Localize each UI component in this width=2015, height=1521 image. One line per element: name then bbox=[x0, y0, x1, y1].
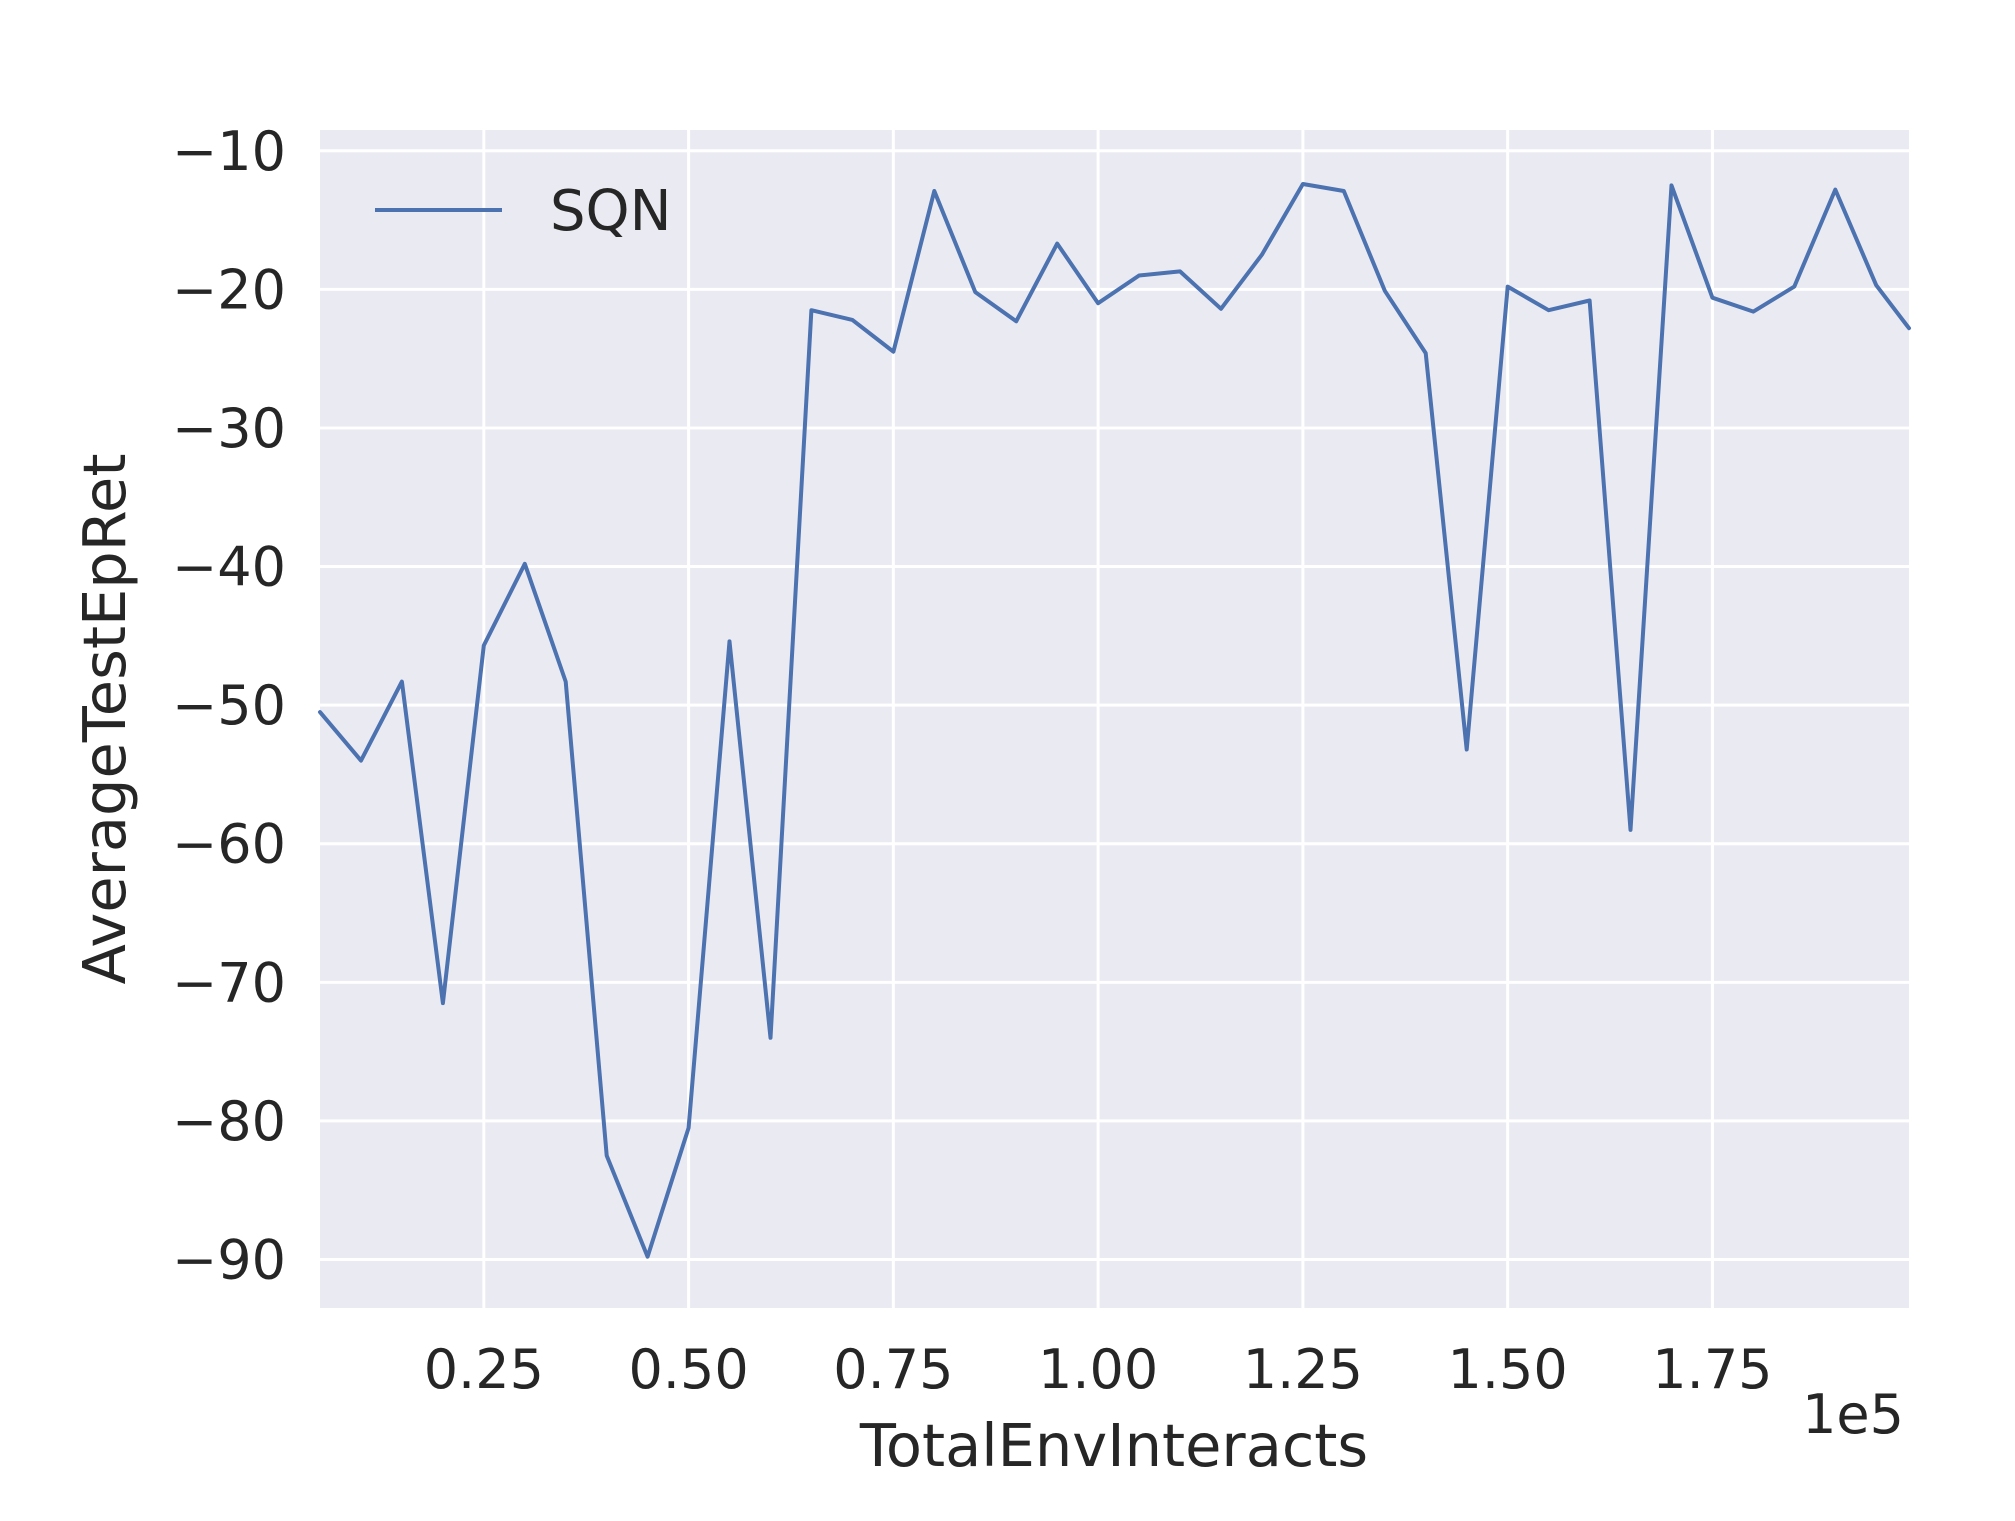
x-tick-label: 0.50 bbox=[628, 1338, 748, 1401]
x-gridlines bbox=[482, 130, 1714, 1308]
y-tick-label: −80 bbox=[172, 1090, 286, 1153]
x-tick-labels: 0.25 0.50 0.75 1.00 1.25 1.50 1.75 bbox=[424, 1338, 1773, 1401]
x-axis-offset-label: 1e5 bbox=[1802, 1383, 1904, 1446]
x-tick-label: 1.50 bbox=[1448, 1338, 1568, 1401]
y-tick-labels: −10 −20 −30 −40 −50 −60 −70 −80 −90 bbox=[172, 120, 286, 1292]
plot-area-background bbox=[320, 130, 1909, 1308]
y-tick-label: −40 bbox=[172, 536, 286, 599]
y-tick-label: −60 bbox=[172, 813, 286, 876]
y-axis-label: AverageTestEpRet bbox=[70, 454, 139, 985]
legend-label-sqn: SQN bbox=[550, 179, 672, 244]
legend: SQN bbox=[375, 179, 672, 244]
y-tick-label: −50 bbox=[172, 674, 286, 737]
x-tick-label: 0.25 bbox=[424, 1338, 544, 1401]
x-axis-label: TotalEnvInteracts bbox=[859, 1411, 1368, 1480]
x-tick-label: 1.00 bbox=[1038, 1338, 1158, 1401]
x-tick-label: 1.25 bbox=[1243, 1338, 1363, 1401]
y-tick-label: −70 bbox=[172, 951, 286, 1014]
x-tick-label: 1.75 bbox=[1652, 1338, 1772, 1401]
y-tick-label: −30 bbox=[172, 397, 286, 460]
series-sqn-line bbox=[318, 182, 1911, 1259]
y-tick-label: −90 bbox=[172, 1228, 286, 1291]
y-tick-label: −10 bbox=[172, 120, 286, 183]
y-tick-label: −20 bbox=[172, 258, 286, 321]
y-gridlines bbox=[320, 149, 1909, 1261]
x-tick-label: 0.75 bbox=[833, 1338, 953, 1401]
